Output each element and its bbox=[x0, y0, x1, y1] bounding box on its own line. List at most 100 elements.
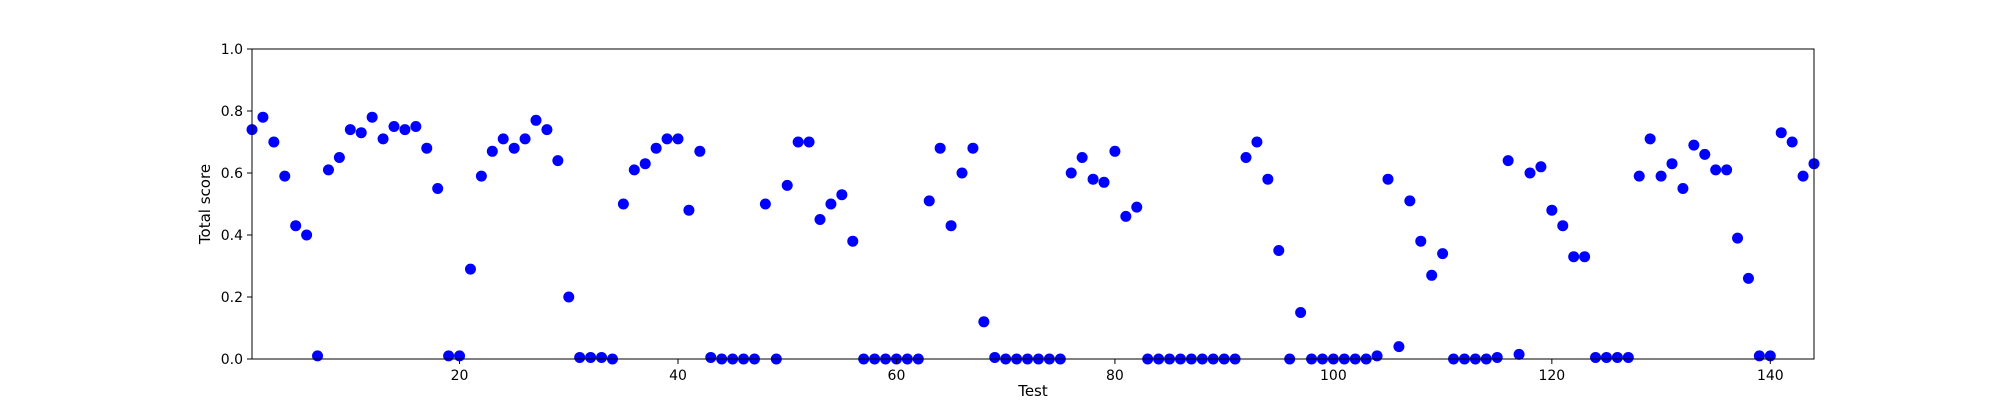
data-point bbox=[432, 183, 444, 194]
data-points bbox=[246, 111, 1820, 365]
x-tick-label: 80 bbox=[1106, 368, 1124, 384]
data-point bbox=[1557, 220, 1569, 232]
data-point bbox=[497, 133, 509, 145]
data-point bbox=[661, 133, 673, 145]
data-point bbox=[1065, 167, 1077, 179]
data-point bbox=[956, 167, 968, 179]
data-point bbox=[1502, 155, 1514, 167]
data-point bbox=[705, 351, 717, 363]
x-tick-label: 140 bbox=[1757, 368, 1784, 384]
data-point bbox=[836, 189, 848, 201]
data-point bbox=[1753, 350, 1765, 362]
data-point bbox=[759, 198, 771, 210]
data-point bbox=[475, 170, 487, 182]
data-point bbox=[530, 114, 542, 126]
data-point bbox=[1437, 248, 1449, 260]
data-point bbox=[1721, 164, 1733, 176]
plot-frame bbox=[251, 48, 1815, 360]
data-point bbox=[1371, 350, 1383, 362]
data-point bbox=[617, 198, 629, 210]
y-tick-label: 1.0 bbox=[221, 42, 243, 58]
data-point bbox=[1120, 210, 1132, 222]
data-point bbox=[978, 316, 990, 328]
data-point bbox=[366, 111, 378, 123]
data-point bbox=[1677, 183, 1689, 194]
x-tick-label: 60 bbox=[888, 368, 906, 384]
x-tick-label: 40 bbox=[669, 368, 687, 384]
data-point bbox=[1666, 158, 1678, 170]
data-point bbox=[628, 164, 640, 176]
data-point bbox=[923, 195, 935, 207]
x-tick-label: 120 bbox=[1538, 368, 1565, 384]
data-point bbox=[1251, 136, 1263, 148]
data-point bbox=[1710, 164, 1722, 176]
data-point bbox=[1295, 307, 1307, 318]
data-point bbox=[464, 263, 476, 275]
data-point bbox=[1076, 152, 1088, 163]
data-point bbox=[639, 158, 651, 170]
data-point bbox=[1611, 351, 1623, 363]
y-axis-label: Total score bbox=[196, 164, 214, 245]
data-point bbox=[596, 351, 608, 363]
data-point bbox=[1579, 251, 1591, 263]
data-point bbox=[421, 142, 433, 154]
data-point bbox=[410, 121, 422, 132]
data-point bbox=[781, 179, 793, 191]
data-point bbox=[683, 204, 695, 216]
y-tick-label: 0.8 bbox=[221, 104, 243, 120]
data-point bbox=[847, 235, 859, 247]
data-point bbox=[1240, 152, 1252, 163]
data-point bbox=[803, 136, 815, 148]
data-point bbox=[945, 220, 957, 232]
y-axis: 0.0 0.2 0.4 0.6 0.8 1.0 bbox=[221, 42, 252, 368]
data-point bbox=[1732, 232, 1744, 244]
data-point bbox=[1393, 341, 1405, 353]
data-point bbox=[333, 152, 345, 163]
data-point bbox=[814, 214, 826, 225]
data-point bbox=[1633, 170, 1645, 182]
data-point bbox=[1546, 204, 1558, 216]
data-point bbox=[1699, 148, 1711, 160]
data-point bbox=[508, 142, 520, 154]
data-point bbox=[1415, 235, 1427, 247]
data-point bbox=[1426, 269, 1438, 281]
data-point bbox=[934, 142, 946, 154]
data-point bbox=[1688, 139, 1700, 151]
x-axis: 20 40 60 80 100 120 140 bbox=[451, 359, 1784, 384]
y-tick-label: 0.2 bbox=[221, 290, 243, 306]
data-point bbox=[257, 111, 269, 123]
y-tick-label: 0.4 bbox=[221, 228, 243, 244]
data-point bbox=[1262, 173, 1274, 185]
data-point bbox=[1273, 245, 1285, 256]
data-point bbox=[694, 145, 706, 157]
data-point bbox=[355, 127, 367, 139]
data-point bbox=[1382, 173, 1394, 185]
data-point bbox=[399, 124, 411, 136]
data-point bbox=[1404, 195, 1416, 207]
data-point bbox=[1797, 170, 1809, 182]
data-point bbox=[967, 142, 979, 154]
data-point bbox=[1109, 145, 1121, 157]
data-point bbox=[290, 220, 302, 232]
data-point bbox=[1644, 133, 1656, 145]
data-point bbox=[1524, 167, 1536, 179]
data-point bbox=[1622, 351, 1634, 363]
data-point bbox=[650, 142, 662, 154]
data-point bbox=[1590, 351, 1602, 363]
data-point bbox=[1491, 351, 1503, 363]
data-point bbox=[443, 350, 455, 362]
data-point bbox=[1098, 176, 1110, 188]
data-point bbox=[1087, 173, 1099, 185]
y-tick-label: 0.0 bbox=[221, 352, 243, 368]
y-tick-label: 0.6 bbox=[221, 166, 243, 182]
data-point bbox=[541, 124, 553, 136]
data-point bbox=[552, 155, 564, 167]
data-point bbox=[312, 350, 324, 362]
data-point bbox=[344, 124, 356, 136]
data-point bbox=[377, 133, 389, 145]
data-point bbox=[672, 133, 684, 145]
data-point bbox=[268, 136, 280, 148]
data-point bbox=[279, 170, 291, 182]
x-tick-label: 100 bbox=[1320, 368, 1347, 384]
